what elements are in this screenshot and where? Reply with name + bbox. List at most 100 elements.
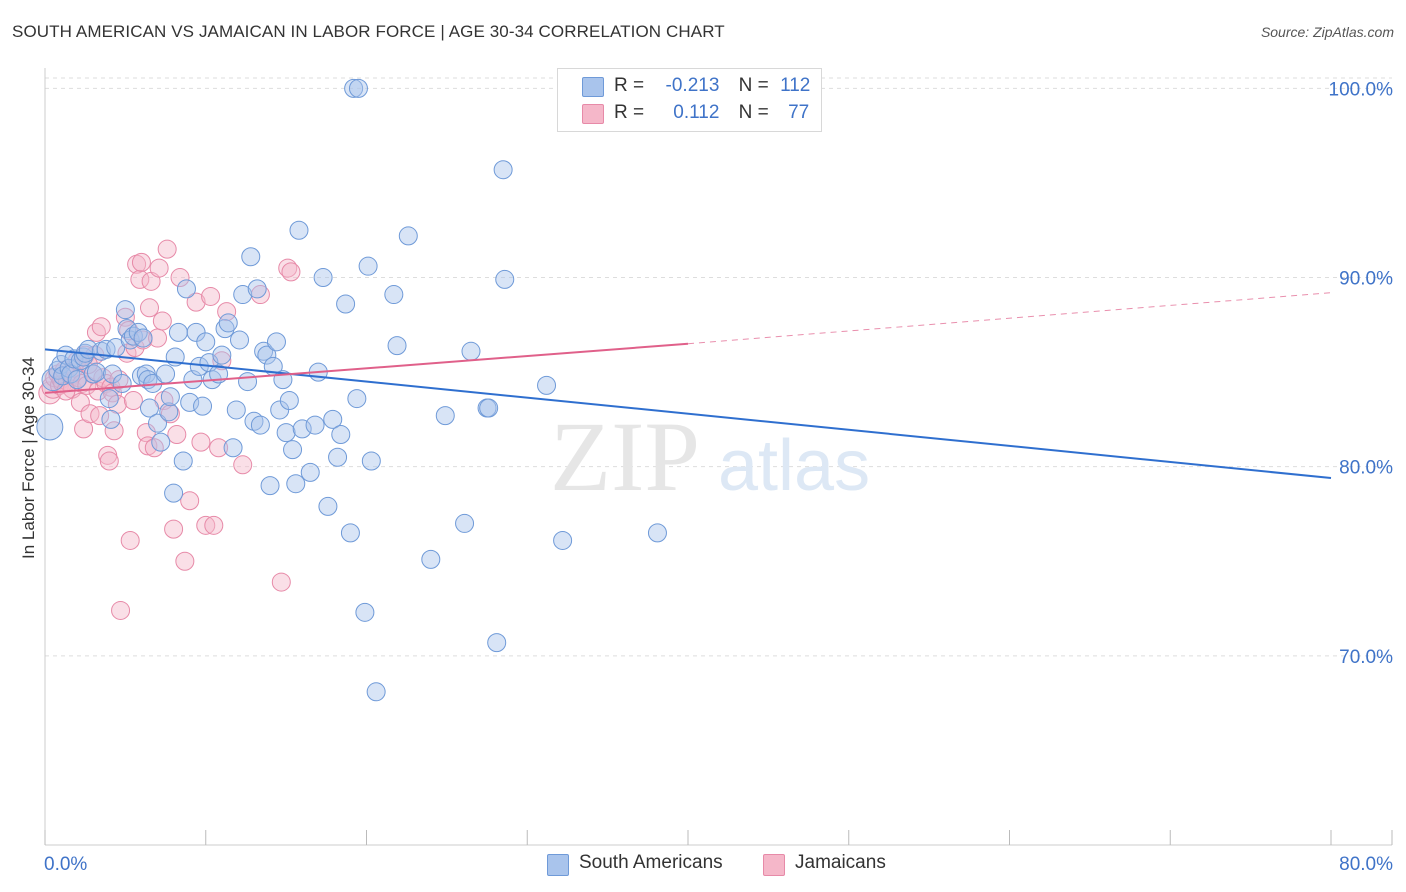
south-americans-point [196, 332, 216, 352]
south-americans-point [553, 530, 573, 550]
legend-n-value: 77 [788, 102, 810, 123]
south-americans-point [366, 682, 386, 702]
south-americans-point [64, 349, 84, 369]
south-americans-point [283, 440, 303, 460]
south-americans-point [355, 602, 375, 622]
south-americans-point [53, 366, 73, 386]
south-americans-point [331, 425, 351, 445]
south-americans-point [254, 341, 274, 361]
watermark-zip: ZIP [550, 401, 700, 512]
chart-title: SOUTH AMERICAN VS JAMAICAN IN LABOR FORC… [12, 22, 725, 41]
south-americans-point [99, 389, 119, 409]
chart-source: Source: ZipAtlas.com [1260, 24, 1394, 40]
bottom-legend-swatch-blue [547, 854, 569, 876]
south-americans-point [358, 256, 378, 276]
legend-r-value: 0.112 [673, 102, 720, 123]
south-americans-point [495, 269, 515, 289]
jamaicans-point [157, 239, 177, 259]
south-americans-point [180, 392, 200, 412]
south-americans-point [279, 390, 299, 410]
jamaicans-point [281, 262, 301, 282]
legend-r-label: R = [614, 102, 645, 123]
south-americans-point [83, 364, 103, 384]
south-americans-point [286, 474, 306, 494]
jamaicans-trend-line [44, 342, 689, 394]
jamaicans-point [152, 311, 172, 331]
south-americans-point [230, 330, 250, 350]
south-americans-point [421, 549, 441, 569]
jamaicans-point [99, 451, 119, 471]
jamaicans-point [233, 455, 253, 475]
jamaicans-point [91, 317, 111, 337]
jamaicans-trend-line-extrapolated [687, 292, 1332, 345]
south-americans-point [160, 387, 180, 407]
y-tick-label: 90.0% [1339, 269, 1393, 290]
jamaicans-point [131, 252, 151, 272]
south-americans-point [173, 451, 193, 471]
x-tick-label: 80.0% [1339, 854, 1393, 875]
jamaicans-point [149, 258, 169, 278]
south-americans-point [292, 419, 312, 439]
jamaicans-point [180, 491, 200, 511]
south-americans-point [276, 423, 296, 443]
jamaicans-point [90, 406, 110, 426]
jamaicans-point [139, 298, 159, 318]
axes [44, 68, 1393, 846]
x-tick-label: 0.0% [44, 854, 87, 875]
south-americans-point [323, 409, 343, 429]
south-americans-point [344, 78, 364, 98]
south-americans-point [241, 247, 261, 267]
south-americans-point [647, 523, 667, 543]
south-americans-point [340, 523, 360, 543]
bottom-legend-label: Jamaicans [795, 852, 886, 873]
jamaicans-point [175, 551, 195, 571]
south-americans-point [112, 373, 132, 393]
south-americans-point [156, 364, 176, 384]
south-americans-point [247, 279, 267, 299]
jamaicans-point [204, 515, 224, 535]
south-americans-point [384, 285, 404, 305]
jamaicans-point [120, 530, 140, 550]
south-americans-point [226, 400, 246, 420]
south-americans-point [305, 415, 325, 435]
south-americans-point [336, 294, 356, 314]
south-americans-point [233, 285, 253, 305]
south-americans-point [86, 362, 106, 382]
jamaicans-point [167, 425, 187, 445]
jamaicans-point [278, 258, 298, 278]
south-americans-trend-line [44, 348, 1332, 480]
south-americans-point [313, 268, 333, 288]
jamaicans-point [170, 268, 190, 288]
watermark-atlas: atlas [718, 426, 870, 506]
jamaicans-point [104, 421, 124, 441]
trend-lines [44, 292, 1332, 480]
south-americans-point [215, 319, 235, 339]
south-americans-point [193, 396, 213, 416]
south-americans-point [117, 319, 137, 339]
zipatlas-watermark: ZIP atlas [550, 401, 870, 512]
jamaicans-point [196, 515, 216, 535]
jamaicans-point [186, 292, 206, 312]
south-americans-point [223, 438, 243, 458]
south-americans-point [257, 345, 277, 365]
y-axis-label: In Labor Force | Age 30-34 [19, 357, 38, 559]
south-americans-point [164, 483, 184, 503]
south-americans-point [537, 375, 557, 395]
south-americans-point [212, 345, 232, 365]
y-tick-label: 80.0% [1339, 458, 1393, 479]
south-americans-point [238, 372, 258, 392]
tick-labels: 70.0% 80.0% 90.0% 100.0% 0.0% 80.0% In Labor F… [19, 79, 1393, 875]
grid-lines [45, 77, 1392, 657]
jamaicans-point [209, 438, 229, 458]
south-americans-point [133, 328, 153, 348]
south-americans-point [159, 402, 179, 422]
south-americans-point [96, 339, 116, 359]
south-americans-point [218, 313, 238, 333]
legend-n-label: N = [738, 102, 769, 123]
south-americans-point [487, 633, 507, 653]
south-americans-point [139, 398, 159, 418]
south-americans-point [493, 160, 513, 180]
legend-swatch-pink [582, 104, 604, 124]
jamaicans-point [138, 436, 158, 456]
south-americans-points [36, 78, 667, 702]
